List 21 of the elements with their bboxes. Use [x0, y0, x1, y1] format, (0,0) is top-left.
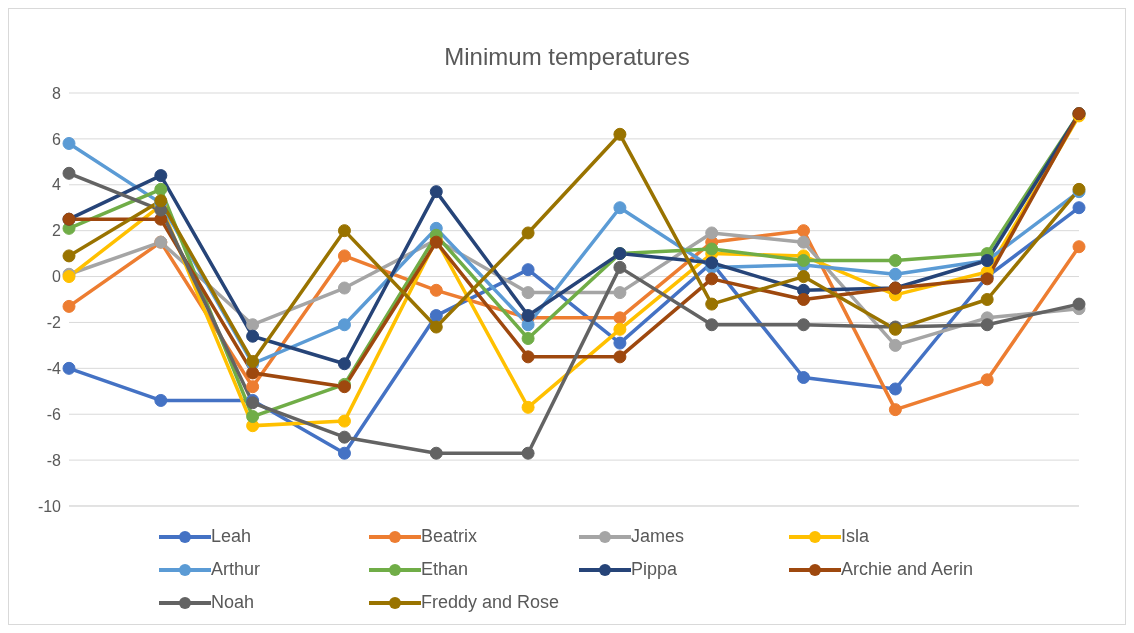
legend-label: Freddy and Rose [421, 592, 560, 613]
legend-label: Archie and Aerin [841, 559, 974, 580]
legend-label: Ethan [421, 559, 469, 580]
y-tick-label: -4 [46, 360, 62, 378]
y-tick-label: 6 [52, 130, 62, 148]
y-tick-label: -10 [37, 497, 62, 515]
legend-label: Noah [211, 592, 255, 613]
y-tick-label: -8 [46, 451, 62, 469]
y-tick-label: -6 [46, 405, 62, 423]
y-tick-label: 8 [52, 84, 62, 102]
y-tick-label: 2 [52, 222, 62, 240]
y-tick-label: 4 [52, 176, 62, 194]
chart-title: Minimum temperatures [443, 42, 691, 72]
legend-label: Leah [211, 526, 252, 547]
legend-label: Beatrix [421, 526, 478, 547]
legend-label: James [631, 526, 685, 547]
y-tick-label: -2 [46, 314, 62, 332]
legend-label: Isla [841, 526, 870, 547]
legend-label: Pippa [631, 559, 678, 580]
legend-label: Arthur [211, 559, 261, 580]
y-tick-label: 0 [52, 268, 62, 286]
